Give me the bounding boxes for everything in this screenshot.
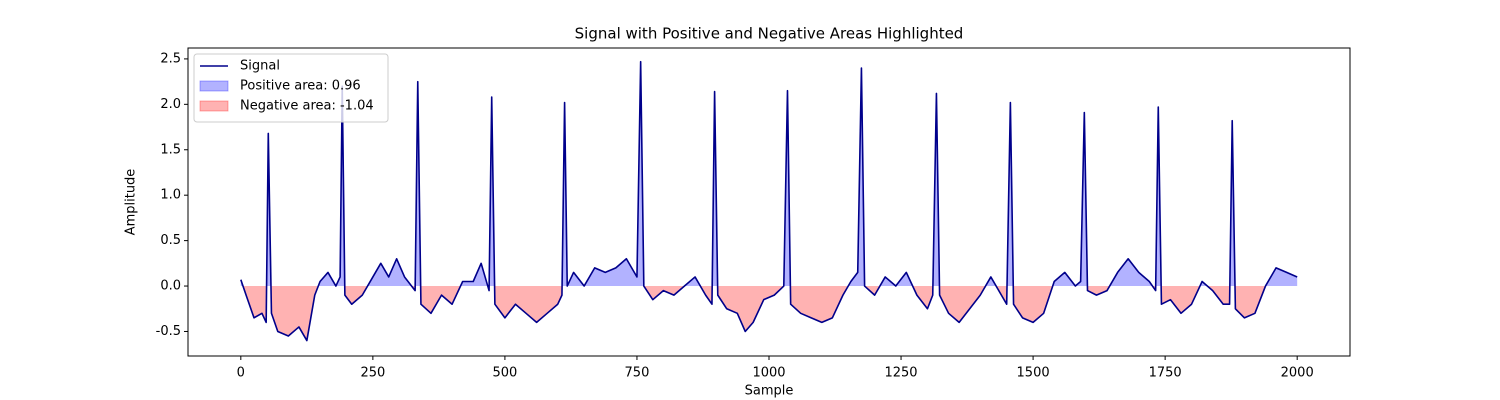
x-axis-label: Sample (745, 384, 794, 399)
legend-label: Positive area: 0.96 (240, 79, 361, 94)
y-tick-label: 1.5 (160, 142, 181, 157)
x-tick-label: 1000 (752, 366, 785, 381)
legend-label: Signal (240, 59, 280, 74)
y-tick-label: 0.0 (160, 279, 181, 294)
chart-title: Signal with Positive and Negative Areas … (575, 25, 964, 43)
legend-swatch (199, 100, 229, 112)
x-tick-label: 1250 (884, 366, 917, 381)
plot-frame (187, 47, 1351, 357)
legend-swatch (199, 80, 229, 92)
x-tick-label: 250 (360, 366, 385, 381)
x-tick-label: 0 (237, 366, 245, 381)
y-tick-label: 0.5 (160, 233, 181, 248)
x-tick-label: 1500 (1017, 366, 1050, 381)
x-tick-label: 500 (492, 366, 517, 381)
y-tick-label: 1.0 (160, 188, 181, 203)
y-tick-label: 2.5 (160, 51, 181, 66)
signal-line (240, 60, 1298, 342)
y-tick-label: -0.5 (156, 324, 181, 339)
legend: Signal Positive area: 0.96 Negative area: … (193, 53, 389, 123)
x-tick-label: 2000 (1281, 366, 1314, 381)
legend-label: Negative area: -1.04 (240, 99, 374, 114)
y-tick-label: 2.0 (160, 97, 181, 112)
x-tick-label: 1750 (1149, 366, 1182, 381)
x-tick-label: 750 (625, 366, 650, 381)
legend-box (193, 53, 389, 123)
area-fill (240, 61, 1298, 287)
area-fill (242, 286, 1266, 341)
y-axis-label: Amplitude (124, 169, 139, 236)
